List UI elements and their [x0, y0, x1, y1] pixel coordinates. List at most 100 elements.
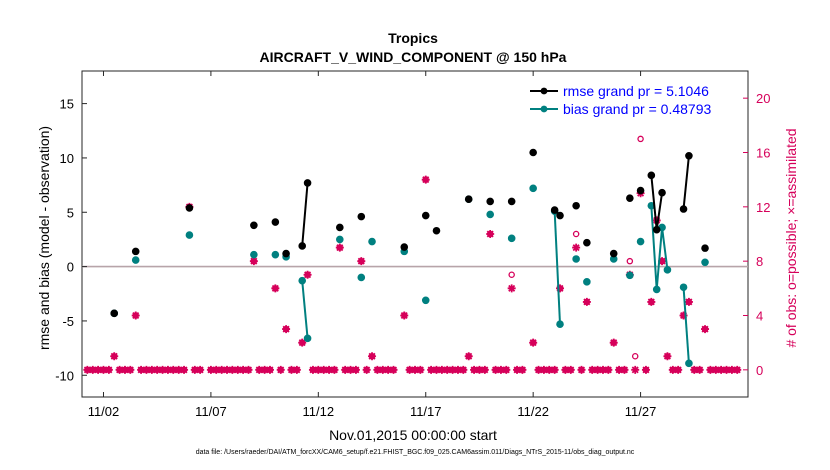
bias-point	[271, 250, 280, 259]
obs-assimilated-point	[104, 365, 113, 374]
rmse-point	[110, 309, 119, 318]
obs-assimilated-point	[647, 297, 656, 306]
obs-assimilated-point	[362, 365, 371, 374]
obs-assimilated-point	[158, 365, 167, 374]
bias-point	[298, 276, 307, 285]
obs-assimilated-point	[389, 365, 398, 374]
rmse-point	[357, 212, 366, 221]
obs-assimilated-point	[518, 365, 527, 374]
obs-assimilated-point	[464, 352, 473, 361]
obs-assimilated-point	[357, 257, 366, 266]
obs-assimilated-point	[287, 365, 296, 374]
bias-point	[636, 237, 645, 246]
obs-assimilated-point	[260, 365, 269, 374]
x-tick-label: 11/07	[195, 404, 227, 419]
obs-assimilated-point	[110, 352, 119, 361]
obs-assimilated-point	[502, 365, 511, 374]
obs-assimilated-point	[94, 365, 103, 374]
obs-assimilated-point	[276, 365, 285, 374]
obs-assimilated-point	[663, 352, 672, 361]
obs-assimilated-point	[411, 365, 419, 374]
x-tick-label: 11/12	[303, 404, 335, 419]
obs-assimilated-point	[593, 365, 602, 374]
rmse-point	[507, 197, 516, 206]
obs-assimilated-point	[298, 338, 307, 347]
obs-assimilated-point	[228, 365, 237, 374]
rmse-point	[647, 171, 656, 180]
rmse-point	[529, 148, 537, 157]
y-right-tick-label: 12	[756, 200, 770, 215]
obs-assimilated-point	[147, 365, 156, 374]
obs-assimilated-point	[249, 257, 258, 266]
obs-assimilated-point	[561, 365, 570, 374]
obs-assimilated-point	[271, 284, 280, 293]
bias-point	[131, 256, 140, 264]
obs-assimilated-point	[491, 365, 500, 374]
bias-line	[650, 205, 669, 290]
obs-assimilated-point	[303, 270, 312, 279]
rmse-point	[556, 211, 564, 220]
obs-assimilated-point	[206, 365, 215, 374]
y-tick-label: -5	[62, 314, 74, 329]
rmse-point	[421, 211, 430, 220]
obs-assimilated-point	[292, 365, 301, 374]
rmse-line	[682, 155, 690, 210]
rmse-point	[400, 243, 409, 251]
obs-assimilated-point	[620, 365, 629, 374]
obs-assimilated-point	[443, 365, 452, 374]
obs-assimilated-point	[384, 365, 393, 374]
obs-assimilated-point	[695, 365, 704, 374]
obs-assimilated-point	[180, 365, 189, 374]
obs-assimilated-point	[529, 338, 538, 347]
rmse-line	[301, 182, 309, 247]
chart-subtitle: AIRCRAFT_V_WIND_COMPONENT @ 150 hPa	[260, 49, 567, 65]
obs-assimilated-point	[722, 365, 731, 374]
rmse-point	[432, 226, 441, 235]
obs-assimilated-point	[115, 365, 124, 374]
rmse-point	[336, 223, 344, 232]
rmse-point	[550, 206, 559, 214]
obs-assimilated-point	[319, 365, 328, 374]
obs-assimilated-point	[496, 365, 505, 374]
rmse-point	[185, 204, 194, 212]
obs-possible-point	[508, 271, 515, 278]
obs-assimilated-point	[577, 365, 586, 374]
rmse-point	[298, 242, 307, 250]
y-right-tick-label: 20	[756, 91, 770, 106]
bias-point	[303, 334, 312, 343]
rmse-point	[636, 186, 645, 195]
rmse-point	[609, 249, 618, 258]
obs-assimilated-point	[153, 365, 162, 374]
obs-assimilated-point	[641, 365, 650, 374]
obs-assimilated-point	[534, 365, 543, 374]
obs-assimilated-point	[378, 365, 387, 374]
rmse-point	[572, 201, 580, 210]
obs-assimilated-point	[83, 365, 92, 374]
obs-possible-point	[626, 257, 634, 265]
rmse-point	[679, 205, 688, 213]
y-axis-label-right: # of obs: o=possible; ×=assimilated	[783, 128, 799, 347]
obs-assimilated-point	[373, 365, 382, 374]
obs-assimilated-point	[545, 365, 554, 374]
obs-assimilated-point	[615, 365, 624, 374]
obs-assimilated-point	[717, 365, 726, 374]
obs-assimilated-point	[674, 365, 683, 374]
obs-assimilated-point	[346, 365, 355, 374]
obs-assimilated-point	[470, 365, 479, 374]
bias-point	[185, 231, 194, 239]
obs-assimilated-point	[448, 365, 457, 374]
rmse-point	[685, 151, 693, 160]
obs-assimilated-point	[556, 284, 565, 293]
obs-assimilated-point	[325, 365, 334, 374]
obs-assimilated-point	[706, 365, 715, 374]
obs-assimilated-point	[169, 365, 178, 374]
bias-point	[626, 271, 634, 280]
y-tick-label: -10	[55, 368, 74, 383]
obs-assimilated-point	[163, 365, 172, 374]
chart-title: Tropics	[388, 30, 438, 46]
obs-assimilated-point	[330, 365, 339, 374]
bias-line	[682, 287, 690, 364]
x-tick-label: 11/27	[625, 404, 657, 419]
legend-bias-label: bias grand pr = 0.48793	[563, 101, 711, 117]
